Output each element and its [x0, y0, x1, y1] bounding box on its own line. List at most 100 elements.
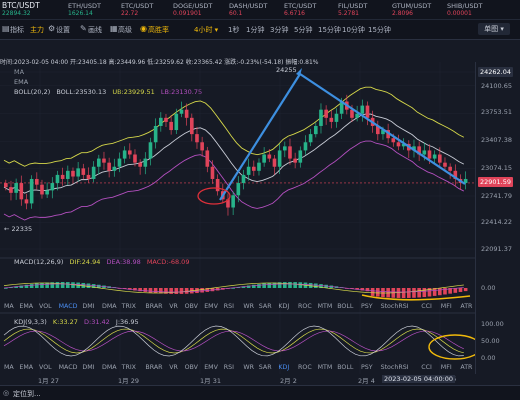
tab-atr[interactable]: ATR: [460, 303, 473, 310]
tab-mtm[interactable]: MTM: [317, 364, 333, 371]
ticker-item[interactable]: FIL/USDT 5.2781: [338, 2, 367, 18]
ticker-item[interactable]: BTC/USDT 22894.32: [2, 2, 40, 18]
ticker-item[interactable]: DOGE/USDT 0.091901: [173, 2, 212, 18]
tab-wr[interactable]: WR: [243, 303, 254, 310]
ticker-item[interactable]: ETH/USDT 1626.14: [68, 2, 101, 18]
tab-kdj[interactable]: KDJ: [278, 303, 290, 310]
kdj-j-line: [3, 325, 464, 357]
tab-kdj[interactable]: KDJ: [278, 364, 290, 371]
single-chart-button[interactable]: 单图 ▾: [478, 23, 510, 35]
candle-body: [215, 178, 220, 192]
tab-stochrsi[interactable]: StochRSI: [380, 303, 409, 310]
toolbar-item[interactable]: 1分钟: [246, 26, 265, 34]
tab-boll[interactable]: BOLL: [337, 303, 354, 310]
ticker-item[interactable]: DASH/USDT 60.1: [229, 2, 267, 18]
toolbar-item[interactable]: 指标: [10, 26, 24, 34]
tab-dmi[interactable]: DMI: [82, 303, 95, 310]
tab-cci[interactable]: CCI: [421, 364, 432, 371]
tab-vol[interactable]: VOL: [39, 364, 52, 371]
tab-dma[interactable]: DMA: [102, 364, 117, 371]
tab-wr[interactable]: WR: [243, 364, 254, 371]
ticker-item[interactable]: ETC/USDT 6.6716: [284, 2, 316, 18]
chart-toolbar: ▤ ⚙ ✎ ▦ ◉ 指标 主力 设置 画线 高级 高胜率 4小时 ▾ 1秒 1分钟 3分钟 5分钟 1…: [0, 20, 520, 40]
toolbar-item[interactable]: 15分钟: [318, 26, 341, 34]
ticker-item[interactable]: GTUM/USDT 2.8096: [392, 2, 431, 18]
candle-body: [138, 162, 142, 167]
macd-bar: [277, 282, 282, 288]
y-tick-label: 100.00: [481, 320, 504, 328]
tab-stochrsi[interactable]: StochRSI: [380, 364, 409, 371]
toolbar-item[interactable]: 5分钟: [294, 26, 313, 34]
tab-macd[interactable]: MACD: [58, 303, 78, 310]
tab-ma[interactable]: MA: [4, 364, 14, 371]
tab-obv[interactable]: OBV: [184, 303, 198, 310]
indicator-icon[interactable]: ▤: [2, 24, 10, 33]
macd-bar: [355, 288, 359, 290]
tab-ma[interactable]: MA: [4, 303, 14, 310]
tab-rsi[interactable]: RSI: [223, 303, 235, 310]
macd-dea: DEA:38.98: [106, 258, 141, 266]
pen-icon[interactable]: ✎: [80, 24, 87, 33]
tab-atr[interactable]: ATR: [460, 364, 473, 371]
macd-bar: [448, 288, 452, 294]
macd-name: MACD(12,26,9): [14, 258, 64, 266]
tab-dma[interactable]: DMA: [102, 303, 117, 310]
locate-link[interactable]: 定位到...: [13, 390, 41, 398]
tab-obv[interactable]: OBV: [184, 364, 198, 371]
tab-ema[interactable]: EMA: [19, 364, 34, 371]
toolbar-item[interactable]: 画线: [88, 26, 102, 34]
ticker-item[interactable]: ETC/USDT 22.72: [121, 2, 153, 18]
toolbar-item[interactable]: 15分钟: [368, 26, 391, 34]
winrate-icon[interactable]: ◉: [140, 24, 147, 33]
macd-bar: [24, 284, 29, 288]
tab-sar[interactable]: SAR: [258, 303, 272, 310]
toolbar-item[interactable]: 设置: [56, 26, 70, 34]
ohlc-info: 时间:2023-02-05 04:00 开:23405.18 高:23449.9…: [0, 57, 319, 66]
macd-bar: [210, 288, 215, 292]
toolbar-item[interactable]: 1秒: [228, 26, 240, 34]
candlestick-chart[interactable]: [0, 62, 475, 374]
tab-psy[interactable]: PSY: [361, 303, 373, 310]
tab-mtm[interactable]: MTM: [317, 303, 333, 310]
tab-vol[interactable]: VOL: [39, 303, 52, 310]
tab-macd[interactable]: MACD: [58, 364, 78, 371]
toolbar-item[interactable]: 3分钟: [270, 26, 289, 34]
toolbar-item[interactable]: 主力: [30, 26, 44, 34]
tab-psy[interactable]: PSY: [361, 364, 373, 371]
tab-brar[interactable]: BRAR: [145, 364, 163, 371]
tab-roc[interactable]: ROC: [298, 364, 312, 371]
tab-trix[interactable]: TRIX: [121, 364, 136, 371]
toolbar-item[interactable]: 10分钟: [342, 26, 365, 34]
tab-mfi[interactable]: MFI: [440, 303, 452, 310]
y-tick-label: 23407.38: [481, 136, 513, 144]
ticker-price: 60.1: [229, 10, 243, 17]
tab-roc[interactable]: ROC: [298, 303, 312, 310]
tab-dmi[interactable]: DMI: [82, 364, 95, 371]
advanced-icon[interactable]: ▦: [110, 24, 118, 33]
tab-ema[interactable]: EMA: [19, 303, 34, 310]
tab-cci[interactable]: CCI: [421, 303, 432, 310]
tab-vr[interactable]: VR: [169, 303, 178, 310]
tab-trix[interactable]: TRIX: [121, 303, 136, 310]
tab-vr[interactable]: VR: [169, 364, 178, 371]
y-tick-label: 23753.51: [481, 108, 513, 116]
candle-body: [396, 142, 401, 147]
toolbar-item[interactable]: 高胜率: [148, 26, 169, 34]
ema-label[interactable]: EMA: [14, 78, 29, 86]
price-axis[interactable]: 24262.04 24100.65 23753.51 23407.38 23074.15…: [475, 62, 520, 374]
tab-emv[interactable]: EMV: [204, 364, 218, 371]
macd-bar: [179, 288, 184, 294]
gear-icon[interactable]: ⚙: [48, 24, 56, 33]
tab-mfi[interactable]: MFI: [440, 364, 452, 371]
tab-emv[interactable]: EMV: [204, 303, 218, 310]
tab-rsi[interactable]: RSI: [223, 364, 235, 371]
toolbar-item[interactable]: 高级: [118, 26, 132, 34]
ticker-item[interactable]: SHIB/USDT 0.00001: [447, 2, 482, 18]
tab-boll[interactable]: BOLL: [337, 364, 354, 371]
candle-body: [184, 109, 189, 118]
macd-bar: [91, 284, 96, 288]
tab-brar[interactable]: BRAR: [145, 303, 163, 310]
candle-body: [76, 168, 80, 177]
tab-sar[interactable]: SAR: [258, 364, 272, 371]
toolbar-item[interactable]: 4小时 ▾: [194, 26, 219, 34]
